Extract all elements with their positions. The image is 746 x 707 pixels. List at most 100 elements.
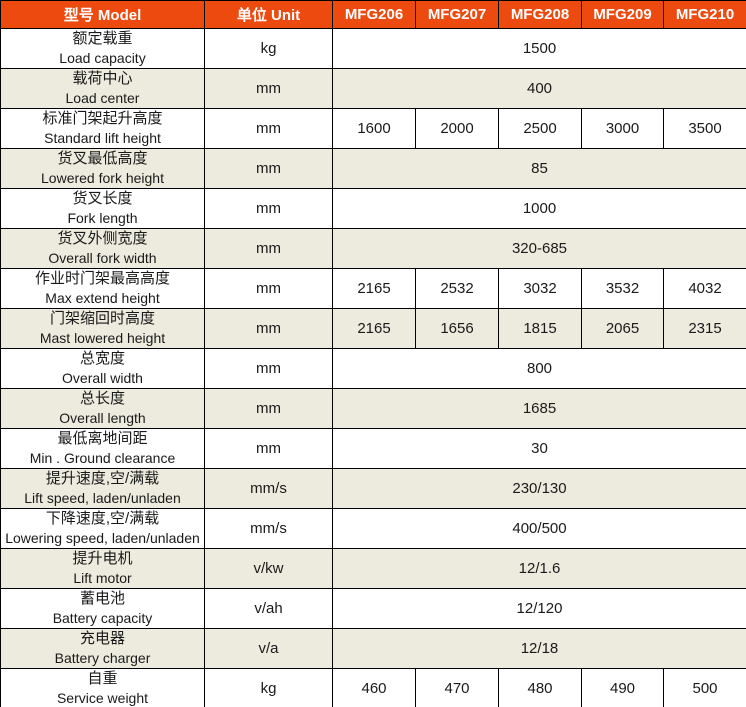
value-cell: 3500 <box>663 108 746 149</box>
spec-row: 货叉最低高度 Lowered fork height mm 85 <box>0 148 746 189</box>
row-label: 门架缩回时高度 Mast lowered height <box>0 308 205 349</box>
row-label-cn: 提升电机 <box>72 550 133 567</box>
merged-value-cell: 12/120 <box>332 588 746 629</box>
spec-row: 货叉长度 Fork length mm 1000 <box>0 188 746 229</box>
row-label-cn: 最低离地间距 <box>57 430 148 447</box>
value-cell: 2000 <box>415 108 499 149</box>
spec-row: 载荷中心 Load center mm 400 <box>0 68 746 109</box>
row-label-en: Min . Ground clearance <box>29 450 176 466</box>
merged-value-cell: 400/500 <box>332 508 746 549</box>
row-label: 总长度 Overall length <box>0 388 205 429</box>
value-cell: 1656 <box>415 308 499 349</box>
value-cell: 2532 <box>415 268 499 309</box>
row-label: 载荷中心 Load center <box>0 68 205 109</box>
row-label-cn: 自重 <box>87 670 118 687</box>
unit-cell: kg <box>204 668 333 707</box>
row-label-cn: 作业时门架最高高度 <box>34 270 170 287</box>
merged-value-cell: 1000 <box>332 188 746 229</box>
header-model-MFG206: MFG206 <box>332 0 416 29</box>
unit-cell: mm/s <box>204 508 333 549</box>
unit-cell: mm <box>204 148 333 189</box>
value-cell: 2065 <box>581 308 664 349</box>
merged-value-cell: 230/130 <box>332 468 746 509</box>
row-label-cn: 提升速度,空/满载 <box>45 470 160 487</box>
value-cell: 460 <box>332 668 416 707</box>
row-label: 货叉最低高度 Lowered fork height <box>0 148 205 189</box>
row-label: 作业时门架最高高度 Max extend height <box>0 268 205 309</box>
row-label-cn: 总宽度 <box>79 350 125 367</box>
unit-cell: v/ah <box>204 588 333 629</box>
row-label-en: Lift speed, laden/unladen <box>24 490 181 506</box>
spec-row: 额定载重 Load capacity kg 1500 <box>0 28 746 69</box>
spec-row: 作业时门架最高高度 Max extend height mm 2165 2532 3032… <box>0 268 746 309</box>
value-cell: 3532 <box>581 268 664 309</box>
row-label-cn: 蓄电池 <box>79 590 125 607</box>
spec-row: 下降速度,空/满载 Lowering speed, laden/unladen mm… <box>0 508 746 549</box>
header-model-MFG210: MFG210 <box>663 0 746 29</box>
row-label-en: Service weight <box>56 690 149 706</box>
unit-cell: mm <box>204 308 333 349</box>
merged-value-cell: 12/1.6 <box>332 548 746 589</box>
row-label-en: Lift motor <box>73 570 132 586</box>
row-label-cn: 充电器 <box>79 630 125 647</box>
spec-row: 提升电机 Lift motor v/kw 12/1.6 <box>0 548 746 589</box>
value-cell: 1815 <box>498 308 582 349</box>
value-cell: 480 <box>498 668 582 707</box>
row-label-en: Battery charger <box>54 650 151 666</box>
header-model-MFG207: MFG207 <box>415 0 499 29</box>
value-cell: 2165 <box>332 308 416 349</box>
row-label-en: Max extend height <box>45 290 160 306</box>
merged-value-cell: 12/18 <box>332 628 746 669</box>
unit-cell: mm <box>204 268 333 309</box>
header-model-MFG208: MFG208 <box>498 0 582 29</box>
row-label-en: Lowered fork height <box>41 170 164 186</box>
row-label-cn: 总长度 <box>79 390 125 407</box>
row-label: 总宽度 Overall width <box>0 348 205 389</box>
merged-value-cell: 400 <box>332 68 746 109</box>
row-label: 货叉外侧宽度 Overall fork width <box>0 228 205 269</box>
row-label: 充电器 Battery charger <box>0 628 205 669</box>
row-label-en: Overall length <box>59 410 146 426</box>
unit-cell: mm <box>204 428 333 469</box>
spec-row: 自重 Service weight kg 460 470 480 490 500 <box>0 668 746 707</box>
value-cell: 490 <box>581 668 664 707</box>
row-label-en: Overall width <box>62 370 143 386</box>
unit-cell: v/kw <box>204 548 333 589</box>
merged-value-cell: 320-685 <box>332 228 746 269</box>
merged-value-cell: 800 <box>332 348 746 389</box>
header-model-label: 型号 Model <box>0 0 205 29</box>
unit-cell: mm <box>204 108 333 149</box>
spec-row: 充电器 Battery charger v/a 12/18 <box>0 628 746 669</box>
row-label-en: Load center <box>65 90 140 106</box>
row-label-en: Mast lowered height <box>39 330 166 346</box>
spec-row: 提升速度,空/满载 Lift speed, laden/unladen mm/s 23… <box>0 468 746 509</box>
header-row: 型号 Model 单位 Unit MFG206 MFG207 MFG208 MFG20… <box>0 0 746 29</box>
row-label-en: Overall fork width <box>48 250 157 266</box>
row-label: 额定载重 Load capacity <box>0 28 205 69</box>
row-label: 提升电机 Lift motor <box>0 548 205 589</box>
row-label: 蓄电池 Battery capacity <box>0 588 205 629</box>
row-label-en: Lowering speed, laden/unladen <box>5 530 200 546</box>
spec-row: 蓄电池 Battery capacity v/ah 12/120 <box>0 588 746 629</box>
value-cell: 3032 <box>498 268 582 309</box>
value-cell: 2165 <box>332 268 416 309</box>
row-label: 标准门架起升高度 Standard lift height <box>0 108 205 149</box>
row-label-cn: 额定载重 <box>72 30 133 47</box>
row-label-cn: 下降速度,空/满载 <box>45 510 160 527</box>
value-cell: 470 <box>415 668 499 707</box>
spec-row: 标准门架起升高度 Standard lift height mm 1600 2000 25… <box>0 108 746 149</box>
row-label-cn: 货叉最低高度 <box>57 150 148 167</box>
value-cell: 4032 <box>663 268 746 309</box>
value-cell: 1600 <box>332 108 416 149</box>
value-cell: 2500 <box>498 108 582 149</box>
unit-cell: mm <box>204 388 333 429</box>
value-cell: 2315 <box>663 308 746 349</box>
unit-cell: kg <box>204 28 333 69</box>
row-label: 自重 Service weight <box>0 668 205 707</box>
spec-row: 总宽度 Overall width mm 800 <box>0 348 746 389</box>
row-label: 最低离地间距 Min . Ground clearance <box>0 428 205 469</box>
row-label-cn: 货叉外侧宽度 <box>57 230 148 247</box>
unit-cell: mm <box>204 188 333 229</box>
